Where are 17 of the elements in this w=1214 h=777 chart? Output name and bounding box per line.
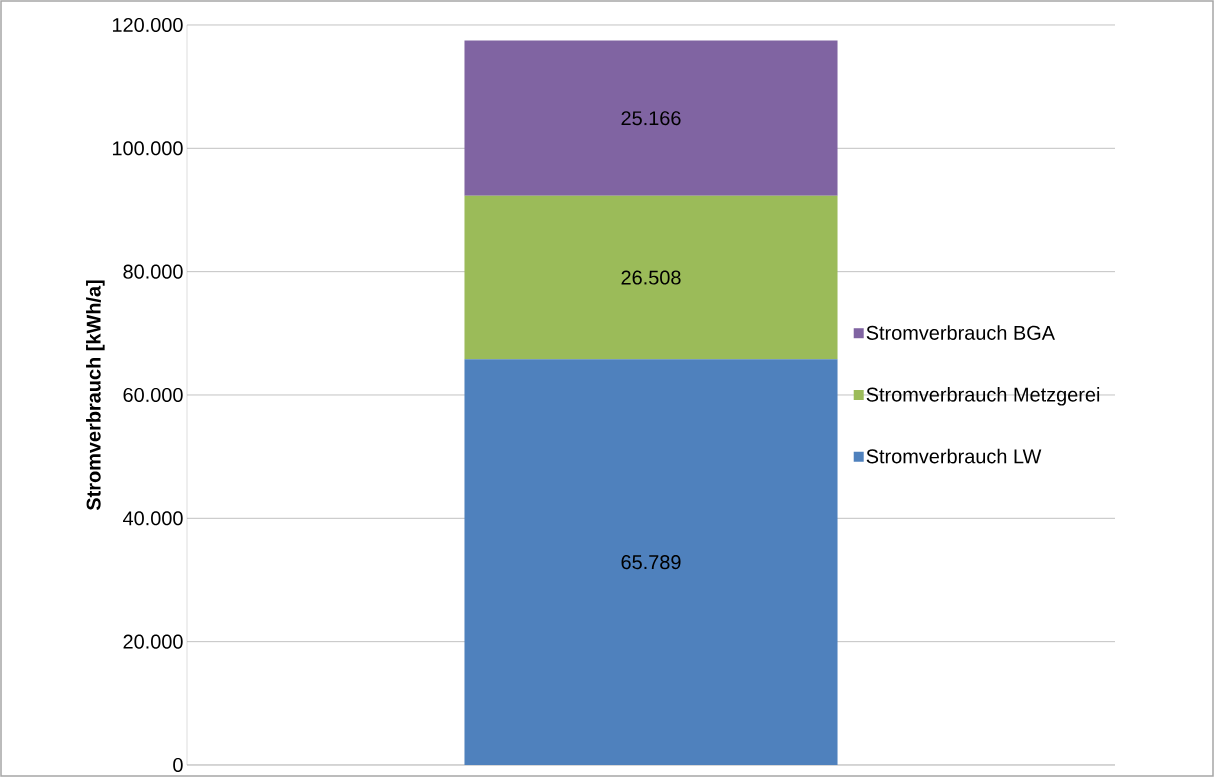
legend-label: Stromverbrauch BGA: [866, 325, 1055, 340]
data-label: 26.508: [621, 270, 681, 285]
bar: [464, 359, 838, 765]
y-tick-label: 0: [173, 757, 183, 773]
bar: [464, 40, 838, 196]
y-tick-label: 120.000: [112, 17, 183, 33]
legend-label: Stromverbrauch Metzgerei: [866, 387, 1100, 406]
y-tick-label: 20.000: [123, 634, 183, 649]
legend-label: Stromverbrauch LW: [866, 448, 1042, 464]
data-label: 65.789: [621, 555, 681, 570]
y-tick-label: 80.000: [123, 264, 183, 279]
data-label: 25.166: [621, 111, 681, 126]
y-axis-title: Stromverbrauch [kWh/a]: [86, 280, 105, 511]
y-tick-label: 40.000: [123, 511, 183, 526]
y-tick-label: 60.000: [123, 387, 183, 403]
y-tick-label: 100.000: [112, 141, 183, 156]
bar: [464, 195, 838, 360]
